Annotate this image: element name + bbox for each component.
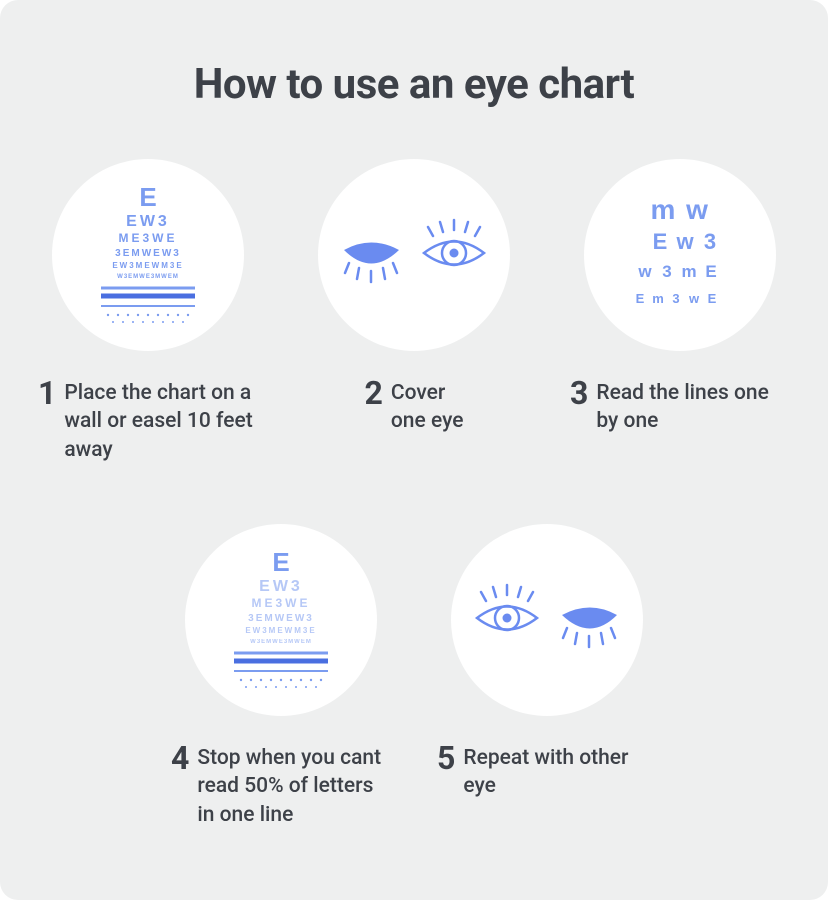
step-2-text: Cover one eye: [391, 379, 464, 436]
step-5-text: Repeat with other eye: [463, 744, 657, 801]
step-2-circle: [318, 159, 510, 351]
svg-text:3: 3: [662, 262, 671, 281]
svg-text:m: m: [652, 291, 664, 306]
steps-row-1: E EW3 ME3WE 3EMWEW3 EW3MEWM3E W3EMWE3MWE…: [38, 159, 790, 464]
step-2-caption: 2 Cover one eye: [365, 379, 464, 436]
step-4-number: 4: [171, 742, 189, 774]
step-3-caption: 3 Read the lines one by one: [570, 379, 790, 436]
svg-text:w: w: [675, 229, 694, 254]
step-3-text: Read the lines one by one: [596, 379, 790, 436]
step-1-text: Place the chart on a wall or easel 10 fe…: [64, 379, 258, 464]
svg-text:3EMWEW3: 3EMWEW3: [115, 248, 181, 259]
svg-text:EW3: EW3: [259, 578, 303, 595]
step-5-circle: [451, 524, 643, 716]
svg-text:W3EMWE3MWEM: W3EMWE3MWEM: [250, 639, 312, 645]
svg-text:m: m: [651, 194, 676, 225]
step-1: E EW3 ME3WE 3EMWEW3 EW3MEWM3E W3EMWE3MWE…: [38, 159, 258, 464]
step-5: 5 Repeat with other eye: [437, 524, 657, 829]
svg-text:E: E: [272, 547, 289, 577]
step-4-caption: 4 Stop when you cant read 50% of letters…: [171, 744, 391, 829]
step-2: 2 Cover one eye: [304, 159, 524, 464]
cover-other-eye-icon: [462, 570, 632, 670]
step-3-number: 3: [570, 377, 588, 409]
step-5-number: 5: [437, 742, 455, 774]
svg-text:E: E: [139, 182, 156, 212]
step-4: E EW3 ME3WE 3EMWEW3 EW3MEWM3E W3EMWE3MWE…: [171, 524, 391, 829]
page-title: How to use an eye chart: [40, 60, 788, 109]
svg-text:m: m: [681, 262, 696, 281]
step-1-circle: E EW3 ME3WE 3EMWEW3 EW3MEWM3E W3EMWE3MWE…: [52, 159, 244, 351]
steps-row-2: E EW3 ME3WE 3EMWEW3 EW3MEWM3E W3EMWE3MWE…: [171, 524, 657, 829]
svg-text:EW3MEWM3E: EW3MEWM3E: [245, 626, 316, 635]
svg-text:EW3MEWM3E: EW3MEWM3E: [112, 261, 183, 270]
svg-text:EW3: EW3: [126, 213, 170, 230]
cover-one-eye-icon: [329, 205, 499, 305]
svg-text:E: E: [705, 262, 716, 281]
svg-text:w: w: [685, 194, 708, 225]
eye-chart-blur-icon: E EW3 ME3WE 3EMWEW3 EW3MEWM3E W3EMWE3MWE…: [216, 545, 346, 695]
steps-container: E EW3 ME3WE 3EMWEW3 EW3MEWM3E W3EMWE3MWE…: [40, 159, 788, 829]
svg-text:W3EMWE3MWEM: W3EMWE3MWEM: [117, 274, 179, 280]
svg-text:3EMWEW3: 3EMWEW3: [248, 613, 314, 624]
step-2-number: 2: [365, 377, 383, 409]
svg-text:w: w: [637, 262, 652, 281]
step-5-caption: 5 Repeat with other eye: [437, 744, 657, 801]
svg-text:E: E: [653, 229, 668, 254]
step-3-circle: m w E w 3 w 3 m E E: [584, 159, 776, 351]
step-4-text: Stop when you cant read 50% of letters i…: [197, 744, 391, 829]
tumbling-e-grid-icon: m w E w 3 w 3 m E E: [605, 185, 755, 325]
svg-text:E: E: [708, 291, 717, 306]
step-3: m w E w 3 w 3 m E E: [570, 159, 790, 464]
step-4-circle: E EW3 ME3WE 3EMWEW3 EW3MEWM3E W3EMWE3MWE…: [185, 524, 377, 716]
svg-text:E: E: [636, 291, 645, 306]
step-1-number: 1: [38, 377, 56, 409]
infographic-card: How to use an eye chart E EW3 ME3WE 3EMW…: [0, 0, 828, 900]
eye-chart-wall-icon: E EW3 ME3WE 3EMWEW3 EW3MEWM3E W3EMWE3MWE…: [83, 180, 213, 330]
step-1-caption: 1 Place the chart on a wall or easel 10 …: [38, 379, 258, 464]
svg-text:3: 3: [672, 291, 679, 306]
svg-text:3: 3: [704, 229, 716, 254]
svg-text:w: w: [688, 291, 700, 306]
svg-text:ME3WE: ME3WE: [118, 231, 177, 245]
svg-text:ME3WE: ME3WE: [251, 596, 310, 610]
